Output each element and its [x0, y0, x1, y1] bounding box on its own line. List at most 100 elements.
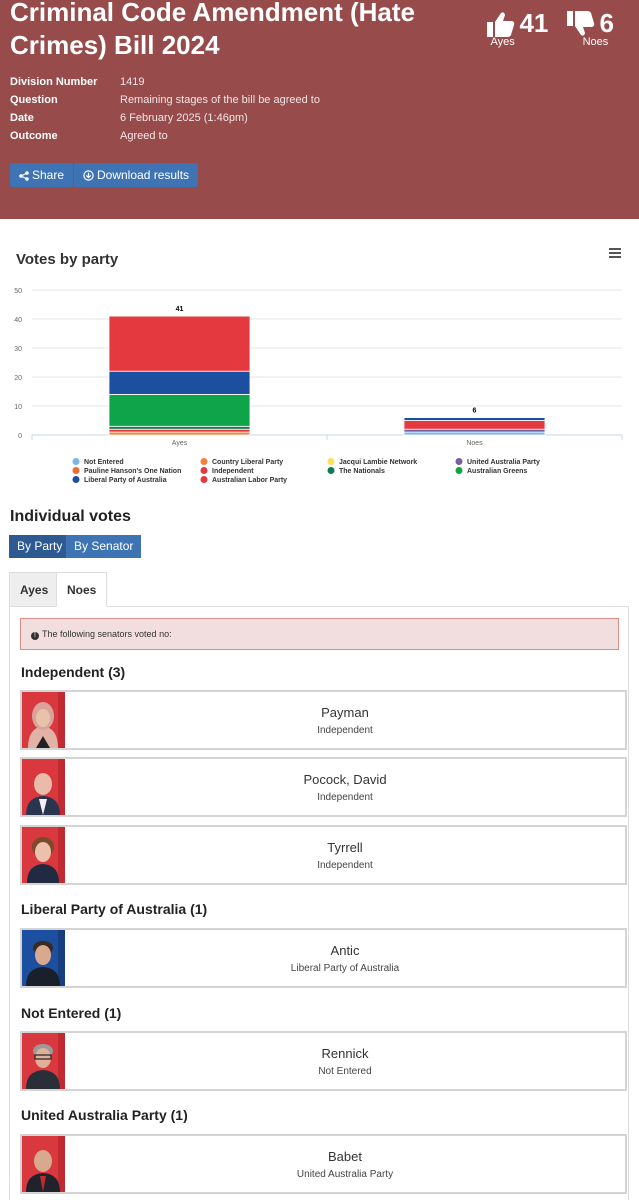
legend-marker — [327, 467, 335, 474]
legend-marker — [72, 458, 80, 465]
tab-noes[interactable]: Noes — [56, 572, 108, 607]
legend-marker — [72, 476, 80, 483]
bar-segment — [403, 420, 546, 430]
thumbs-down-icon — [567, 10, 595, 36]
noes-alert: ! The following senators voted no: — [20, 618, 619, 650]
legend-item: Country Liberal Party — [212, 459, 283, 466]
legend-item: Liberal Party of Australia — [84, 477, 167, 484]
bar-segment — [403, 417, 546, 421]
senator-name: Babet — [328, 1149, 362, 1164]
senator-name: Antic — [330, 943, 360, 958]
detail-row: Date 6 February 2025 (1:46pm) — [10, 112, 320, 130]
legend-item: Australian Greens — [467, 468, 527, 475]
alert-text: The following senators voted no: — [42, 629, 172, 639]
senator-photo — [22, 1033, 65, 1089]
detail-value: Agreed to — [120, 130, 168, 142]
legend-item: Not Entered — [84, 459, 124, 466]
bar-total-label: 6 — [473, 408, 477, 415]
share-label: Share — [32, 168, 65, 182]
bar-total-label: 41 — [176, 306, 184, 313]
tab-ayes[interactable]: Ayes — [9, 572, 60, 607]
x-tick-label: Noes — [466, 440, 483, 447]
y-tick-label: 40 — [14, 317, 22, 324]
bar-segment — [403, 428, 546, 433]
legend-item: The Nationals — [339, 468, 385, 475]
by-senator-button[interactable]: By Senator — [66, 535, 142, 558]
bill-title: Criminal Code Amendment (Hate Crimes) Bi… — [10, 0, 415, 60]
senator-card[interactable]: Payman Independent — [20, 690, 627, 750]
senator-party: Independent — [317, 792, 373, 803]
detail-value: Remaining stages of the bill be agreed t… — [120, 94, 320, 106]
bar-segment — [108, 315, 251, 372]
senator-photo — [22, 1136, 65, 1192]
senator-card[interactable]: Rennick Not Entered — [20, 1031, 627, 1091]
x-tick-label: Ayes — [172, 440, 188, 447]
group-heading: Liberal Party of Australia (1) — [21, 901, 208, 917]
senator-party: Independent — [317, 725, 373, 736]
senator-card[interactable]: Pocock, David Independent — [20, 757, 627, 817]
bar-segment — [403, 431, 546, 436]
senator-name: Pocock, David — [303, 772, 387, 787]
senator-party: United Australia Party — [296, 1169, 394, 1180]
noes-count: 6 — [599, 8, 614, 38]
group-heading: Not Entered (1) — [21, 1005, 122, 1021]
detail-key: Date — [10, 112, 34, 124]
senator-card[interactable]: Antic Liberal Party of Australia — [20, 928, 627, 988]
ayes-summary: 41 Ayes — [487, 8, 548, 48]
detail-row: Outcome Agreed to — [10, 130, 320, 148]
detail-key: Division Number — [10, 76, 98, 88]
votes-tab-panel — [9, 606, 629, 1200]
senator-photo — [22, 930, 65, 986]
ayes-label: Ayes — [490, 36, 515, 48]
senator-name: Payman — [321, 705, 369, 720]
thumbs-up-icon — [487, 11, 515, 37]
legend-item: Australian Labor Party — [212, 477, 287, 484]
share-button[interactable]: Share — [10, 163, 74, 187]
bar-segment — [108, 428, 251, 433]
detail-row: Question Remaining stages of the bill be … — [10, 94, 320, 112]
senator-card[interactable]: Babet United Australia Party — [20, 1134, 627, 1194]
legend-marker — [200, 476, 208, 483]
noes-label: Noes — [582, 36, 609, 48]
info-icon: ! — [31, 632, 39, 640]
detail-key: Question — [10, 94, 58, 106]
senator-photo — [22, 692, 65, 748]
y-tick-label: 20 — [14, 375, 22, 382]
download-label: Download results — [97, 168, 190, 182]
senator-photo — [22, 759, 65, 815]
bar-segment — [108, 431, 251, 436]
by-party-button[interactable]: By Party — [9, 535, 71, 558]
group-heading: Independent (3) — [21, 664, 126, 680]
senator-card[interactable]: Tyrrell Independent — [20, 825, 627, 885]
senator-name: Tyrrell — [327, 840, 363, 855]
senator-party: Liberal Party of Australia — [290, 963, 400, 974]
division-details: Division Number 1419 Question Remaining st… — [10, 76, 320, 148]
legend-item: Jacqui Lambie Network — [339, 459, 417, 466]
share-icon — [19, 171, 29, 181]
detail-key: Outcome — [10, 130, 58, 142]
senator-photo — [22, 827, 65, 883]
legend-marker — [72, 467, 80, 474]
senator-party: Not Entered — [318, 1066, 372, 1077]
senator-name: Rennick — [321, 1046, 369, 1061]
legend-marker — [200, 458, 208, 465]
legend-marker — [200, 467, 208, 474]
bar-segment — [108, 370, 251, 395]
bar-segment — [108, 425, 251, 430]
legend-marker — [455, 458, 463, 465]
y-tick-label: 0 — [18, 433, 22, 440]
bar-segment — [108, 394, 251, 427]
individual-votes-title: Individual votes — [10, 508, 131, 525]
detail-row: Division Number 1419 — [10, 76, 320, 94]
legend-marker — [327, 458, 335, 465]
legend-item: Independent — [212, 468, 254, 475]
group-heading: United Australia Party (1) — [21, 1107, 188, 1123]
download-results-button[interactable]: Download results — [74, 163, 199, 187]
detail-value: 6 February 2025 (1:46pm) — [120, 112, 248, 124]
detail-value: 1419 — [120, 76, 145, 88]
hamburger-menu-icon[interactable] — [609, 248, 621, 260]
votes-by-party-chart: 0 10 20 30 40 50 41 Ayes 6 Noes Not Entered Country… — [14, 288, 623, 484]
y-tick-label: 10 — [14, 404, 22, 411]
download-circle-icon — [83, 170, 94, 181]
ayes-count: 41 — [519, 8, 549, 38]
